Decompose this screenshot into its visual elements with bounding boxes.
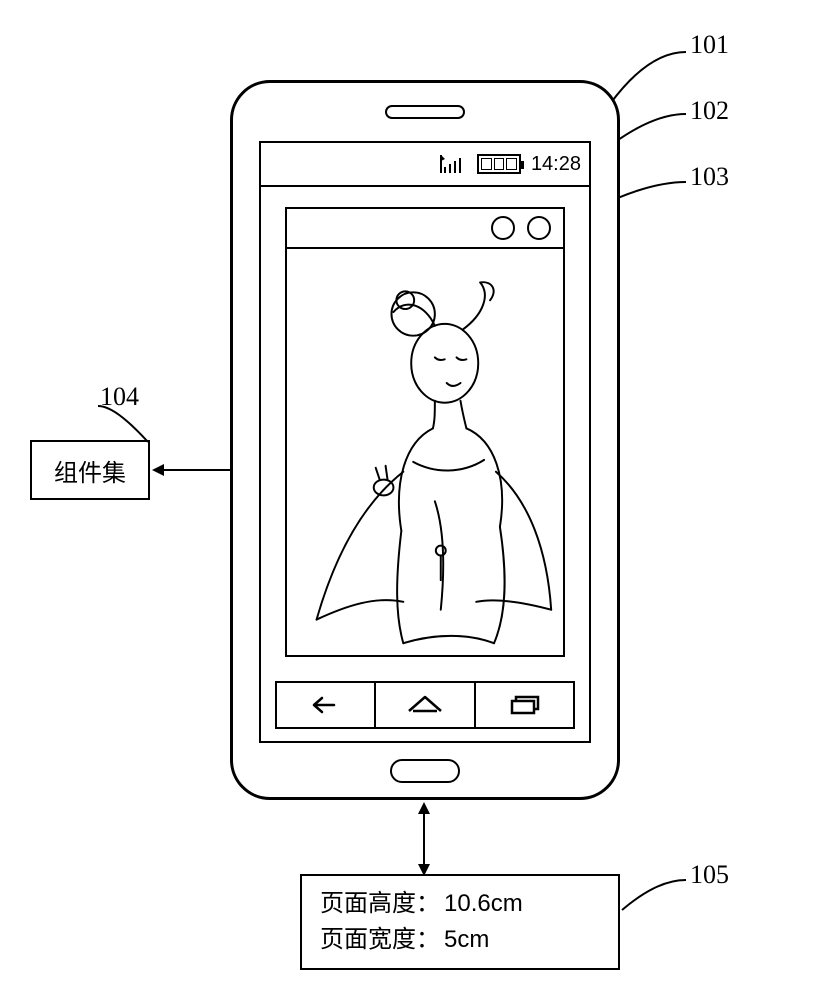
label-105: 105 xyxy=(690,860,729,890)
battery-icon xyxy=(477,154,521,174)
nav-bar xyxy=(275,681,575,729)
nav-recent xyxy=(474,683,573,727)
page-height-value: 10.6cm xyxy=(444,886,523,922)
arrow-screen-dimbox xyxy=(414,802,434,876)
phone-home-button xyxy=(390,759,460,783)
nav-back xyxy=(277,683,374,727)
app-window xyxy=(285,207,565,657)
page-width-value: 5cm xyxy=(444,922,489,958)
phone-screen: 14:28 xyxy=(259,141,591,743)
page-dimensions-box: 页面高度： 10.6cm 页面宽度： 5cm xyxy=(300,874,620,970)
component-set-box: 组件集 xyxy=(30,440,150,500)
label-101: 101 xyxy=(690,30,729,60)
label-102: 102 xyxy=(690,96,729,126)
page-width-label: 页面宽度： xyxy=(320,922,440,958)
label-103: 103 xyxy=(690,162,729,192)
leader-101 xyxy=(608,46,688,106)
leader-105 xyxy=(620,876,688,912)
leader-104 xyxy=(96,400,150,444)
app-titlebar xyxy=(287,209,563,249)
status-bar: 14:28 xyxy=(261,143,589,187)
page-height-label: 页面高度： xyxy=(320,886,440,922)
signal-icon xyxy=(435,153,467,175)
app-content-illustration xyxy=(287,249,563,655)
titlebar-circle-1 xyxy=(491,216,515,240)
phone-outline: 14:28 xyxy=(230,80,620,800)
diagram-stage: 101 102 103 104 105 xyxy=(30,30,799,970)
phone-speaker xyxy=(385,105,465,119)
titlebar-circle-2 xyxy=(527,216,551,240)
status-time: 14:28 xyxy=(531,153,581,176)
nav-home xyxy=(374,683,473,727)
component-set-label: 组件集 xyxy=(54,453,126,488)
